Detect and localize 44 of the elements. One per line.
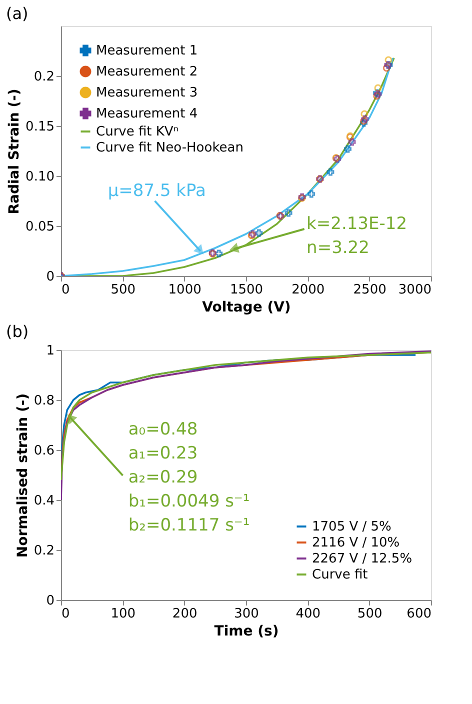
x-tick-label: 0 bbox=[62, 606, 70, 622]
legend-label: Measurement 3 bbox=[96, 86, 198, 100]
annotation: a₀=0.48 a₁=0.23 a₂=0.29 b₁=0.0049 s⁻¹ b₂=0.1117 s⁻¹ bbox=[128, 419, 250, 536]
annotation: μ=87.5 kPa bbox=[108, 181, 206, 201]
x-tick-label: 1000 bbox=[168, 282, 202, 298]
y-tick-label: 0.6 bbox=[34, 444, 54, 458]
legend-label: Measurement 2 bbox=[96, 64, 198, 80]
y-axis-title: Radial Strain (-) bbox=[6, 88, 23, 214]
x-tick-label: 1500 bbox=[230, 282, 264, 298]
y-tick-label: 0.4 bbox=[34, 494, 54, 508]
legend-label: Curve fit KVⁿ bbox=[96, 124, 179, 140]
x-tick-label: 100 bbox=[110, 606, 136, 622]
x-axis-title: Voltage (V) bbox=[202, 300, 291, 316]
y-tick-label: 0.05 bbox=[26, 220, 54, 234]
y-tick-label: 0.2 bbox=[34, 70, 54, 84]
legend-label: Measurement 1 bbox=[96, 44, 198, 58]
x-tick-label: 400 bbox=[296, 606, 321, 622]
legend-label: Curve fit Neo-Hookean bbox=[96, 140, 244, 156]
x-tick-label: 500 bbox=[357, 606, 382, 622]
y-tick-label: 0.8 bbox=[34, 394, 54, 408]
x-tick-label: 500 bbox=[110, 282, 136, 298]
chart-title: (a) bbox=[6, 4, 28, 23]
x-tick-label: 300 bbox=[234, 606, 259, 622]
y-tick-label: 1 bbox=[46, 344, 54, 358]
annotation: k=2.13E-12 n=3.22 bbox=[306, 214, 408, 258]
y-tick-label: 0 bbox=[46, 270, 54, 284]
chart-title: (b) bbox=[6, 322, 29, 341]
x-tick-label: 0 bbox=[62, 282, 70, 298]
x-tick-label: 2500 bbox=[353, 282, 386, 298]
legend-label: 1705 V / 5% bbox=[312, 520, 392, 534]
legend-label: 2267 V / 12.5% bbox=[312, 552, 412, 566]
x-tick-label: 2000 bbox=[292, 282, 325, 298]
y-tick-label: 0 bbox=[46, 594, 54, 608]
y-tick-label: 0.15 bbox=[26, 120, 54, 134]
y-tick-label: 0.2 bbox=[34, 544, 54, 558]
x-axis-title: Time (s) bbox=[214, 624, 279, 640]
x-tick-label: 600 bbox=[406, 606, 432, 622]
legend-label: 2116 V / 10% bbox=[312, 536, 400, 550]
x-tick-label: 200 bbox=[172, 606, 198, 622]
legend-label: Measurement 4 bbox=[96, 106, 198, 122]
y-tick-label: 0.10 bbox=[26, 170, 54, 184]
x-tick-label: 3000 bbox=[398, 282, 432, 298]
legend-label: Curve fit bbox=[312, 568, 368, 582]
y-axis-title: Normalised strain (-) bbox=[14, 393, 31, 558]
